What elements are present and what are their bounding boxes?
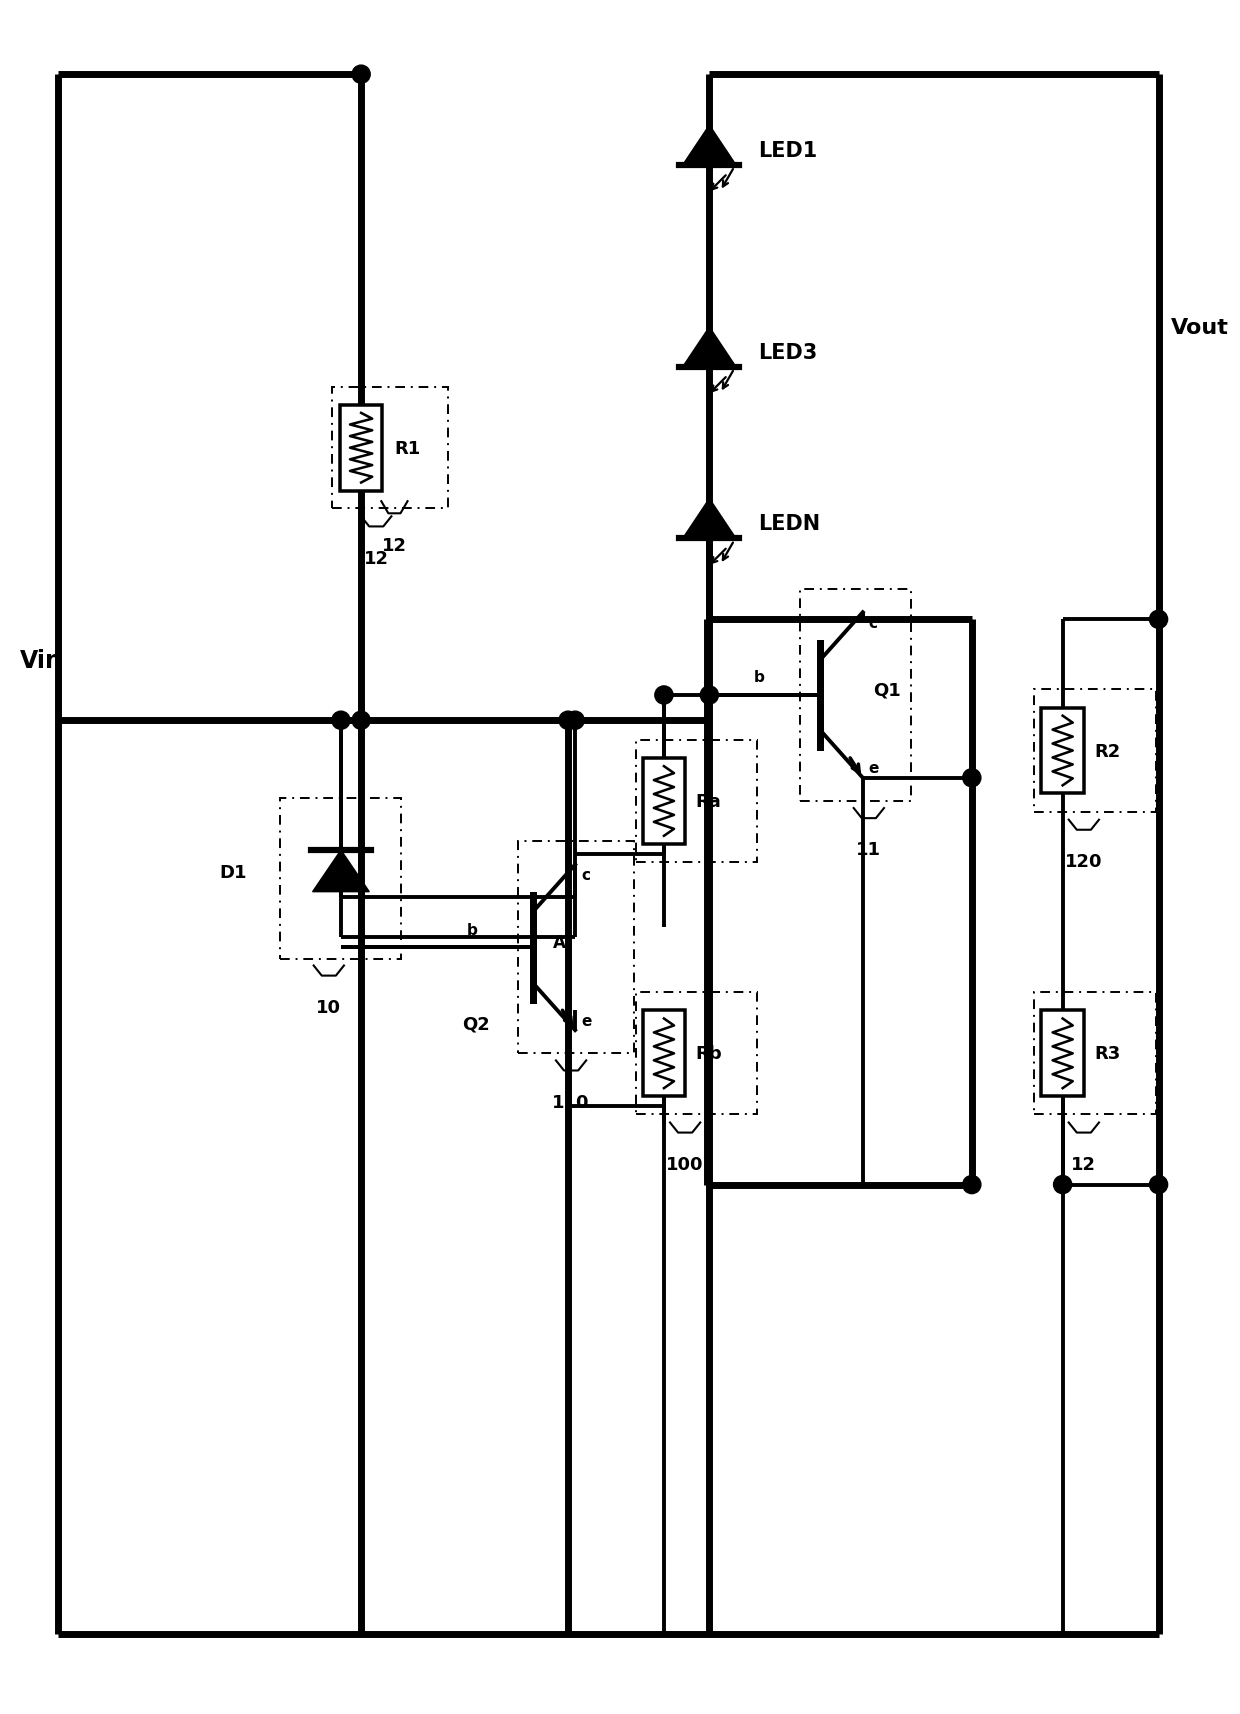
Bar bbox=[1042, 1011, 1084, 1097]
Bar bbox=[517, 842, 634, 1054]
Circle shape bbox=[701, 687, 718, 704]
Bar bbox=[636, 992, 756, 1114]
Circle shape bbox=[565, 711, 584, 730]
Text: Vout: Vout bbox=[1171, 317, 1229, 338]
Bar bbox=[280, 799, 402, 960]
Circle shape bbox=[655, 687, 673, 704]
Text: 10: 10 bbox=[316, 998, 341, 1016]
Bar bbox=[636, 740, 756, 862]
Text: R3: R3 bbox=[1094, 1046, 1120, 1063]
Text: LEDN: LEDN bbox=[758, 514, 820, 535]
Text: 100: 100 bbox=[666, 1155, 704, 1172]
Polygon shape bbox=[683, 499, 737, 540]
Bar bbox=[332, 387, 448, 509]
Bar bbox=[800, 590, 911, 802]
Polygon shape bbox=[683, 125, 737, 166]
Text: 12: 12 bbox=[1071, 1155, 1096, 1172]
Circle shape bbox=[1149, 610, 1168, 629]
Text: A: A bbox=[553, 934, 565, 951]
Bar bbox=[642, 1011, 686, 1097]
Text: D1: D1 bbox=[219, 864, 247, 881]
Circle shape bbox=[962, 770, 981, 787]
Text: R1: R1 bbox=[394, 439, 420, 458]
Text: Rb: Rb bbox=[696, 1046, 722, 1063]
Circle shape bbox=[1149, 1176, 1168, 1195]
Text: Ra: Ra bbox=[696, 792, 720, 811]
Circle shape bbox=[559, 711, 577, 730]
Bar bbox=[340, 406, 382, 492]
Text: c: c bbox=[869, 615, 878, 631]
Text: 110: 110 bbox=[552, 1094, 590, 1111]
Bar bbox=[1034, 992, 1156, 1114]
Text: 12: 12 bbox=[363, 548, 389, 567]
Circle shape bbox=[332, 711, 350, 730]
Text: 120: 120 bbox=[1065, 852, 1102, 871]
Text: b: b bbox=[466, 922, 477, 938]
Text: b: b bbox=[754, 670, 765, 686]
Polygon shape bbox=[312, 850, 370, 893]
Circle shape bbox=[1054, 1176, 1071, 1195]
Text: Q1: Q1 bbox=[873, 682, 900, 699]
Text: e: e bbox=[582, 1013, 591, 1028]
Circle shape bbox=[352, 67, 371, 84]
Bar bbox=[642, 759, 686, 845]
Bar bbox=[1034, 691, 1156, 812]
Text: Vin: Vin bbox=[20, 648, 63, 672]
Text: c: c bbox=[582, 867, 590, 883]
Text: R2: R2 bbox=[1094, 742, 1120, 759]
Text: e: e bbox=[869, 761, 879, 776]
Text: Q2: Q2 bbox=[463, 1015, 490, 1032]
Circle shape bbox=[962, 1176, 981, 1195]
Circle shape bbox=[352, 711, 371, 730]
Text: 11: 11 bbox=[857, 842, 882, 859]
Text: 12: 12 bbox=[382, 536, 407, 554]
Text: LED1: LED1 bbox=[758, 141, 817, 161]
Bar bbox=[1042, 708, 1084, 794]
Text: LED3: LED3 bbox=[758, 343, 817, 363]
Polygon shape bbox=[683, 327, 737, 367]
